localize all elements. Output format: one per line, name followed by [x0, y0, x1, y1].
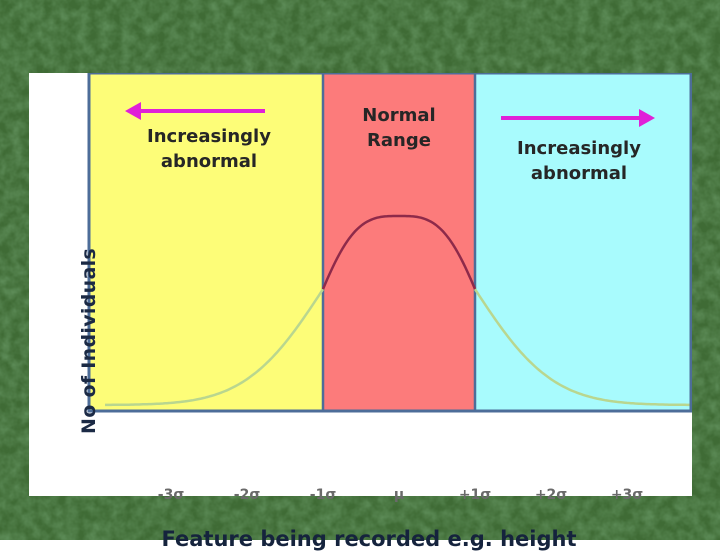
arrow-left-icon — [125, 102, 141, 120]
y-axis-label: No of Individuals — [78, 248, 100, 434]
region-right — [475, 73, 691, 410]
plot-frame — [87, 73, 692, 413]
curve-right-tail — [473, 288, 691, 407]
x-tick-label: +1σ — [458, 487, 492, 503]
arrow-right-icon — [639, 109, 655, 127]
center-region-label: Normal Range — [362, 105, 436, 151]
x-tick-label: +2σ — [534, 487, 568, 503]
curve-left-tail — [105, 288, 325, 407]
x-axis-label: Feature being recorded e.g. height — [161, 527, 577, 551]
x-tick-label: -2σ — [233, 487, 261, 503]
x-tick-label: -3σ — [157, 487, 185, 503]
right-region-label: Increasingly abnormal — [517, 138, 641, 184]
x-tick-label: +3σ — [610, 487, 644, 503]
x-tick-label: -1σ — [309, 487, 337, 503]
x-tick-label: μ — [393, 487, 405, 503]
left-region-label: Increasingly abnormal — [147, 126, 271, 172]
region-left — [89, 73, 323, 410]
distribution-plot — [87, 73, 692, 413]
curve-center — [321, 214, 477, 290]
diagram-card: No of Individuals Increasingly abnormal … — [29, 73, 692, 551]
